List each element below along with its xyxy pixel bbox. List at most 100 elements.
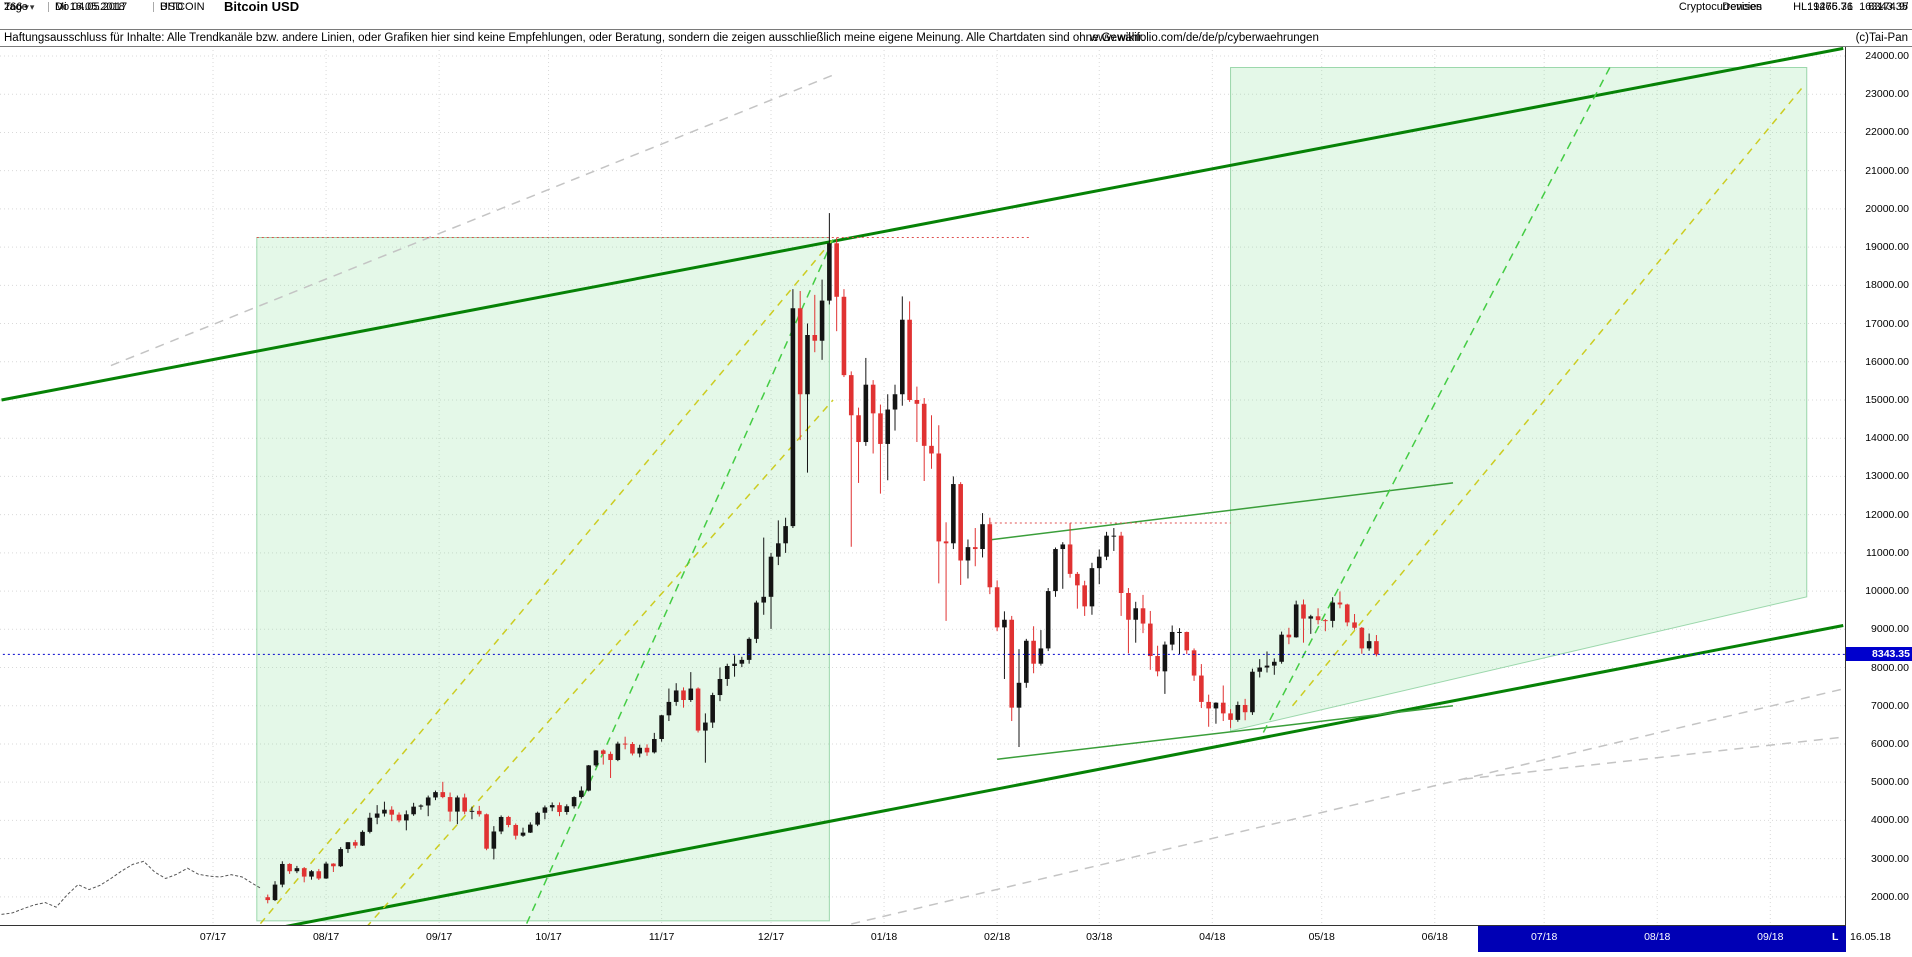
wikifolio-url: www.wikifolio.com/de/de/p/cyberwaehrunge… <box>1090 32 1319 44</box>
candle-body <box>1337 602 1343 605</box>
candle-body <box>936 453 942 542</box>
candle-body <box>316 871 322 879</box>
y-axis-label: 6000.00 <box>1871 737 1909 750</box>
candle-body <box>571 797 577 807</box>
x-axis-label: 10/17 <box>535 931 562 943</box>
candle-body <box>1169 631 1175 645</box>
candle-body <box>1118 535 1124 593</box>
candle-body <box>892 394 898 410</box>
candle-body <box>469 810 475 812</box>
candle-body <box>848 375 854 416</box>
candle-body <box>1089 568 1095 607</box>
candle-body <box>834 243 839 297</box>
candle-body <box>404 814 409 821</box>
x-axis-label: 04/18 <box>1199 931 1226 943</box>
start-date-field[interactable]: Do 04.05.2017 <box>55 1 128 13</box>
candle-body <box>630 743 635 754</box>
candle-body <box>287 863 292 872</box>
current-price-tag: 8343.35 <box>1846 647 1912 662</box>
price-axis: 24000.00 23000.00 22000.00 21000.00 20000.00… <box>1846 46 1912 926</box>
candle-body <box>1272 661 1277 666</box>
x-axis-label: 07/17 <box>199 931 227 943</box>
chevron-down-icon: ▾ <box>29 2 35 12</box>
y-axis-label: 21000.00 <box>1865 164 1909 177</box>
bars-count-dropdown[interactable]: 266 ▾ <box>4 0 42 14</box>
y-axis-label: 23000.00 <box>1865 88 1909 101</box>
candle-body <box>1148 623 1153 657</box>
x-axis-label: 03/18 <box>1086 931 1113 943</box>
y-axis-label: 24000.00 <box>1865 50 1909 62</box>
high-value: H: 19265.71 <box>1793 1 1853 13</box>
candle-body <box>783 526 788 544</box>
candle-body <box>768 556 774 597</box>
yellow-steep-left-2 <box>367 399 834 925</box>
candle-body <box>367 817 373 832</box>
x-axis-label: 06/18 <box>1421 931 1448 943</box>
candle-body <box>1264 665 1270 668</box>
y-axis-label: 10000.00 <box>1865 585 1909 598</box>
title-bar-row-2: Tage ▾ Mi 16.05.2018 USD <box>0 0 1404 14</box>
candle-body <box>323 863 329 879</box>
candle-body <box>1060 544 1066 550</box>
y-axis-label: 3000.00 <box>1871 852 1909 865</box>
candle-body <box>1199 675 1204 702</box>
y-axis-label: 9000.00 <box>1871 623 1909 636</box>
candle-body <box>739 659 745 664</box>
candle-body <box>549 805 555 808</box>
candle-body <box>1082 585 1087 607</box>
candle-body <box>484 814 489 849</box>
last-bar-marker: L <box>1832 931 1839 943</box>
candle-body <box>776 543 781 557</box>
gray-dashed-top <box>110 74 834 367</box>
candle-body <box>593 750 599 766</box>
y-axis-label: 16000.00 <box>1865 355 1909 368</box>
candle-body <box>732 663 737 666</box>
yellow-steep-right <box>1291 86 1804 707</box>
candle-body <box>535 812 540 825</box>
candle-body <box>345 842 351 850</box>
candle-body <box>703 722 708 731</box>
candle-body <box>1045 591 1051 649</box>
support-low <box>997 704 1454 760</box>
y-axis-label: 12000.00 <box>1865 508 1909 521</box>
left-channel-zone <box>256 237 830 922</box>
y-axis-label: 7000.00 <box>1871 699 1909 712</box>
divider <box>48 2 49 12</box>
candle-body <box>542 807 548 813</box>
candle-body <box>1323 620 1328 622</box>
candle-body <box>1279 634 1284 662</box>
end-date-field[interactable]: Mi 16.05.2018 <box>55 1 125 13</box>
candle-body <box>411 806 416 815</box>
candle-body <box>1293 604 1299 638</box>
title-bar: 266 ▾ Do 04.05.2017 BITCOIN Bitcoin USD T… <box>0 0 1912 30</box>
candle-body <box>965 547 971 561</box>
candle-body <box>1359 627 1365 649</box>
candle-body <box>681 690 686 701</box>
candle-body <box>425 797 431 806</box>
lower-trend-channel <box>285 624 1844 925</box>
candle-body <box>1111 535 1117 537</box>
candle-body <box>1242 704 1248 713</box>
candle-body <box>1096 556 1102 569</box>
candle-body <box>455 797 460 812</box>
y-axis-label: 2000.00 <box>1871 890 1909 903</box>
y-axis-label: 18000.00 <box>1865 279 1909 292</box>
resistance-mid <box>989 482 1454 541</box>
candle-body <box>819 300 825 341</box>
candle-body <box>987 524 993 588</box>
candle-body <box>440 792 446 798</box>
candle-body <box>980 524 985 550</box>
early-price-series <box>1 860 261 915</box>
candle-body <box>564 806 570 812</box>
x-axis-label: 12/17 <box>757 931 785 943</box>
candle-body <box>652 738 657 753</box>
candle-body <box>856 415 861 443</box>
candle-body <box>338 849 343 867</box>
candle-body <box>265 897 271 901</box>
x-axis-label: 02/18 <box>983 931 1011 943</box>
projection-period-band <box>1478 926 1846 952</box>
currency-label: USD <box>160 1 184 13</box>
candle-body <box>943 541 949 544</box>
period-dropdown[interactable]: Tage ▾ <box>4 0 42 14</box>
